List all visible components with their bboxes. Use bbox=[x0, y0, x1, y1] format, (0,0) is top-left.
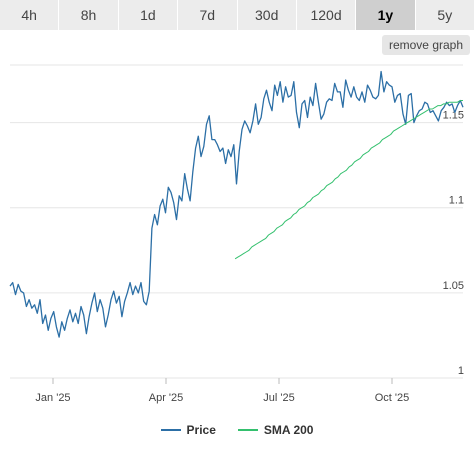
range-button-1d[interactable]: 1d bbox=[118, 0, 179, 30]
chart-legend: Price SMA 200 bbox=[0, 420, 474, 440]
x-tick-label: Jan '25 bbox=[35, 392, 70, 404]
x-tick-label: Oct '25 bbox=[375, 392, 410, 404]
range-button-4h[interactable]: 4h bbox=[0, 0, 60, 30]
x-tick-label: Jul '25 bbox=[263, 392, 294, 404]
price-chart: 1 1.05 1.1 1.15 Jan '25 Apr '25 Jul '25 Oct '25 bbox=[9, 64, 464, 404]
legend-label: Price bbox=[186, 423, 216, 437]
time-range-selector: 4h 8h 1d 7d 30d 120d 1y 5y bbox=[0, 0, 474, 30]
range-button-1y[interactable]: 1y bbox=[356, 0, 416, 30]
range-button-5y[interactable]: 5y bbox=[415, 0, 474, 30]
legend-swatch bbox=[160, 429, 181, 431]
legend-label: SMA 200 bbox=[263, 423, 314, 437]
range-button-7d[interactable]: 7d bbox=[178, 0, 238, 30]
legend-swatch bbox=[237, 429, 258, 431]
remove-graph-button[interactable]: remove graph bbox=[382, 35, 470, 55]
x-tick-label: Apr '25 bbox=[149, 392, 184, 404]
y-tick-label: 1.1 bbox=[449, 195, 464, 207]
legend-item-sma-200[interactable]: SMA 200 bbox=[237, 423, 314, 437]
y-tick-label: 1.15 bbox=[443, 110, 464, 122]
y-tick-label: 1 bbox=[458, 365, 464, 377]
series-line-sma-200 bbox=[234, 100, 463, 260]
range-button-120d[interactable]: 120d bbox=[296, 0, 357, 30]
range-button-30d[interactable]: 30d bbox=[237, 0, 297, 30]
legend-item-price[interactable]: Price bbox=[160, 423, 216, 437]
range-button-8h[interactable]: 8h bbox=[59, 0, 119, 30]
y-tick-label: 1.05 bbox=[443, 280, 464, 292]
series-line-price bbox=[9, 70, 464, 338]
